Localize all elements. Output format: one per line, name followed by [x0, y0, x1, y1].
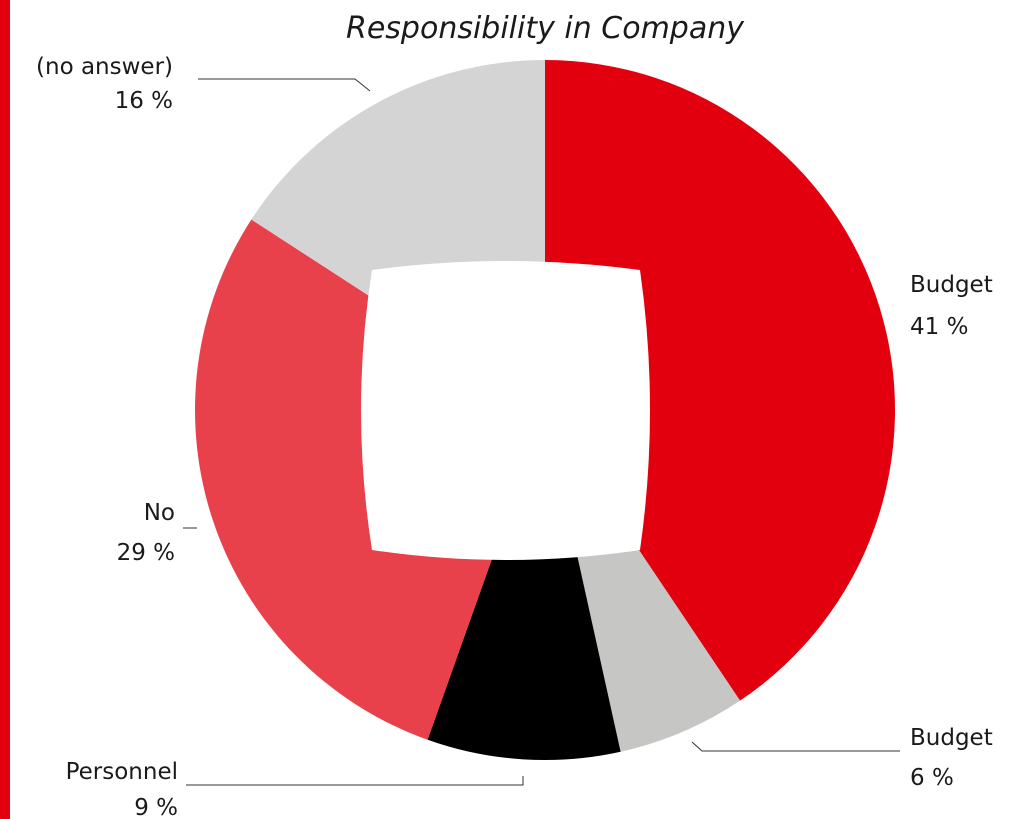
pie-slice-personnel-2	[427, 410, 621, 761]
slice-value-personnel: 9 %	[134, 795, 178, 819]
slice-label-no-answer: (no answer)	[36, 54, 173, 80]
slice-value-budget-41: 41 %	[910, 314, 968, 340]
pie-slice-budget-0	[545, 60, 896, 701]
leader-line-personnel	[186, 776, 524, 786]
slice-value-no-answer: 16 %	[115, 88, 173, 114]
accent-bar	[0, 0, 10, 819]
donut-hole	[361, 261, 650, 560]
slice-label-personnel: Personnel	[66, 759, 178, 785]
chart-title: Responsibility in Company	[346, 11, 745, 46]
slice-value-budget-6: 6 %	[910, 765, 954, 791]
slice-label-no: No	[144, 500, 175, 526]
slice-value-no: 29 %	[117, 540, 175, 566]
leader-line-budget-6	[691, 741, 900, 752]
leader-line-no-answer	[198, 78, 371, 92]
slice-label-budget-6: Budget	[910, 725, 993, 751]
slice-label-budget-41: Budget	[910, 272, 993, 298]
